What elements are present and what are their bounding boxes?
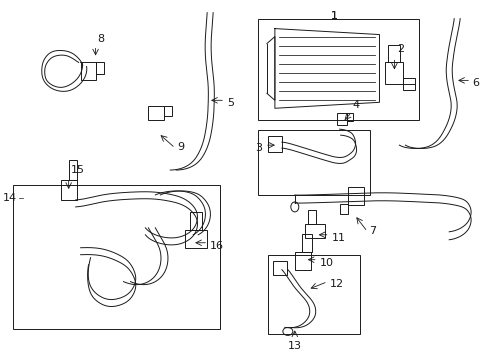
Bar	[346, 113, 352, 121]
Text: 14: 14	[3, 193, 17, 203]
Bar	[258, 130, 369, 195]
Bar	[13, 185, 220, 329]
Text: 5: 5	[226, 98, 234, 108]
Text: 10: 10	[319, 258, 333, 268]
Bar	[347, 187, 363, 205]
Bar	[164, 106, 172, 116]
Bar	[267, 136, 281, 152]
Bar	[294, 252, 310, 270]
Bar	[61, 180, 77, 200]
Text: 16: 16	[210, 241, 224, 251]
Text: 8: 8	[98, 33, 104, 44]
Bar	[95, 62, 103, 75]
Bar	[403, 78, 414, 90]
Bar	[272, 261, 286, 275]
Text: 1: 1	[330, 11, 338, 21]
Bar	[307, 210, 315, 224]
Bar	[339, 204, 347, 214]
Bar	[258, 19, 419, 120]
Text: 4: 4	[352, 100, 359, 110]
Text: 9: 9	[177, 142, 184, 152]
Text: 7: 7	[369, 226, 376, 236]
Text: 2: 2	[397, 45, 404, 54]
Text: 11: 11	[331, 233, 345, 243]
Text: 3: 3	[254, 143, 262, 153]
Bar	[81, 62, 95, 80]
Text: 6: 6	[471, 78, 478, 88]
Bar	[387, 45, 400, 62]
Bar	[68, 160, 77, 180]
Bar	[185, 230, 207, 248]
Bar	[301, 234, 311, 252]
Text: 12: 12	[329, 279, 343, 289]
Bar	[385, 62, 403, 84]
Bar	[148, 106, 164, 120]
Text: 1: 1	[330, 11, 338, 21]
Bar	[190, 212, 202, 230]
Text: 15: 15	[71, 165, 84, 175]
Bar	[267, 255, 359, 334]
Bar	[336, 113, 346, 125]
Text: 13: 13	[287, 341, 301, 351]
Bar	[304, 224, 324, 238]
